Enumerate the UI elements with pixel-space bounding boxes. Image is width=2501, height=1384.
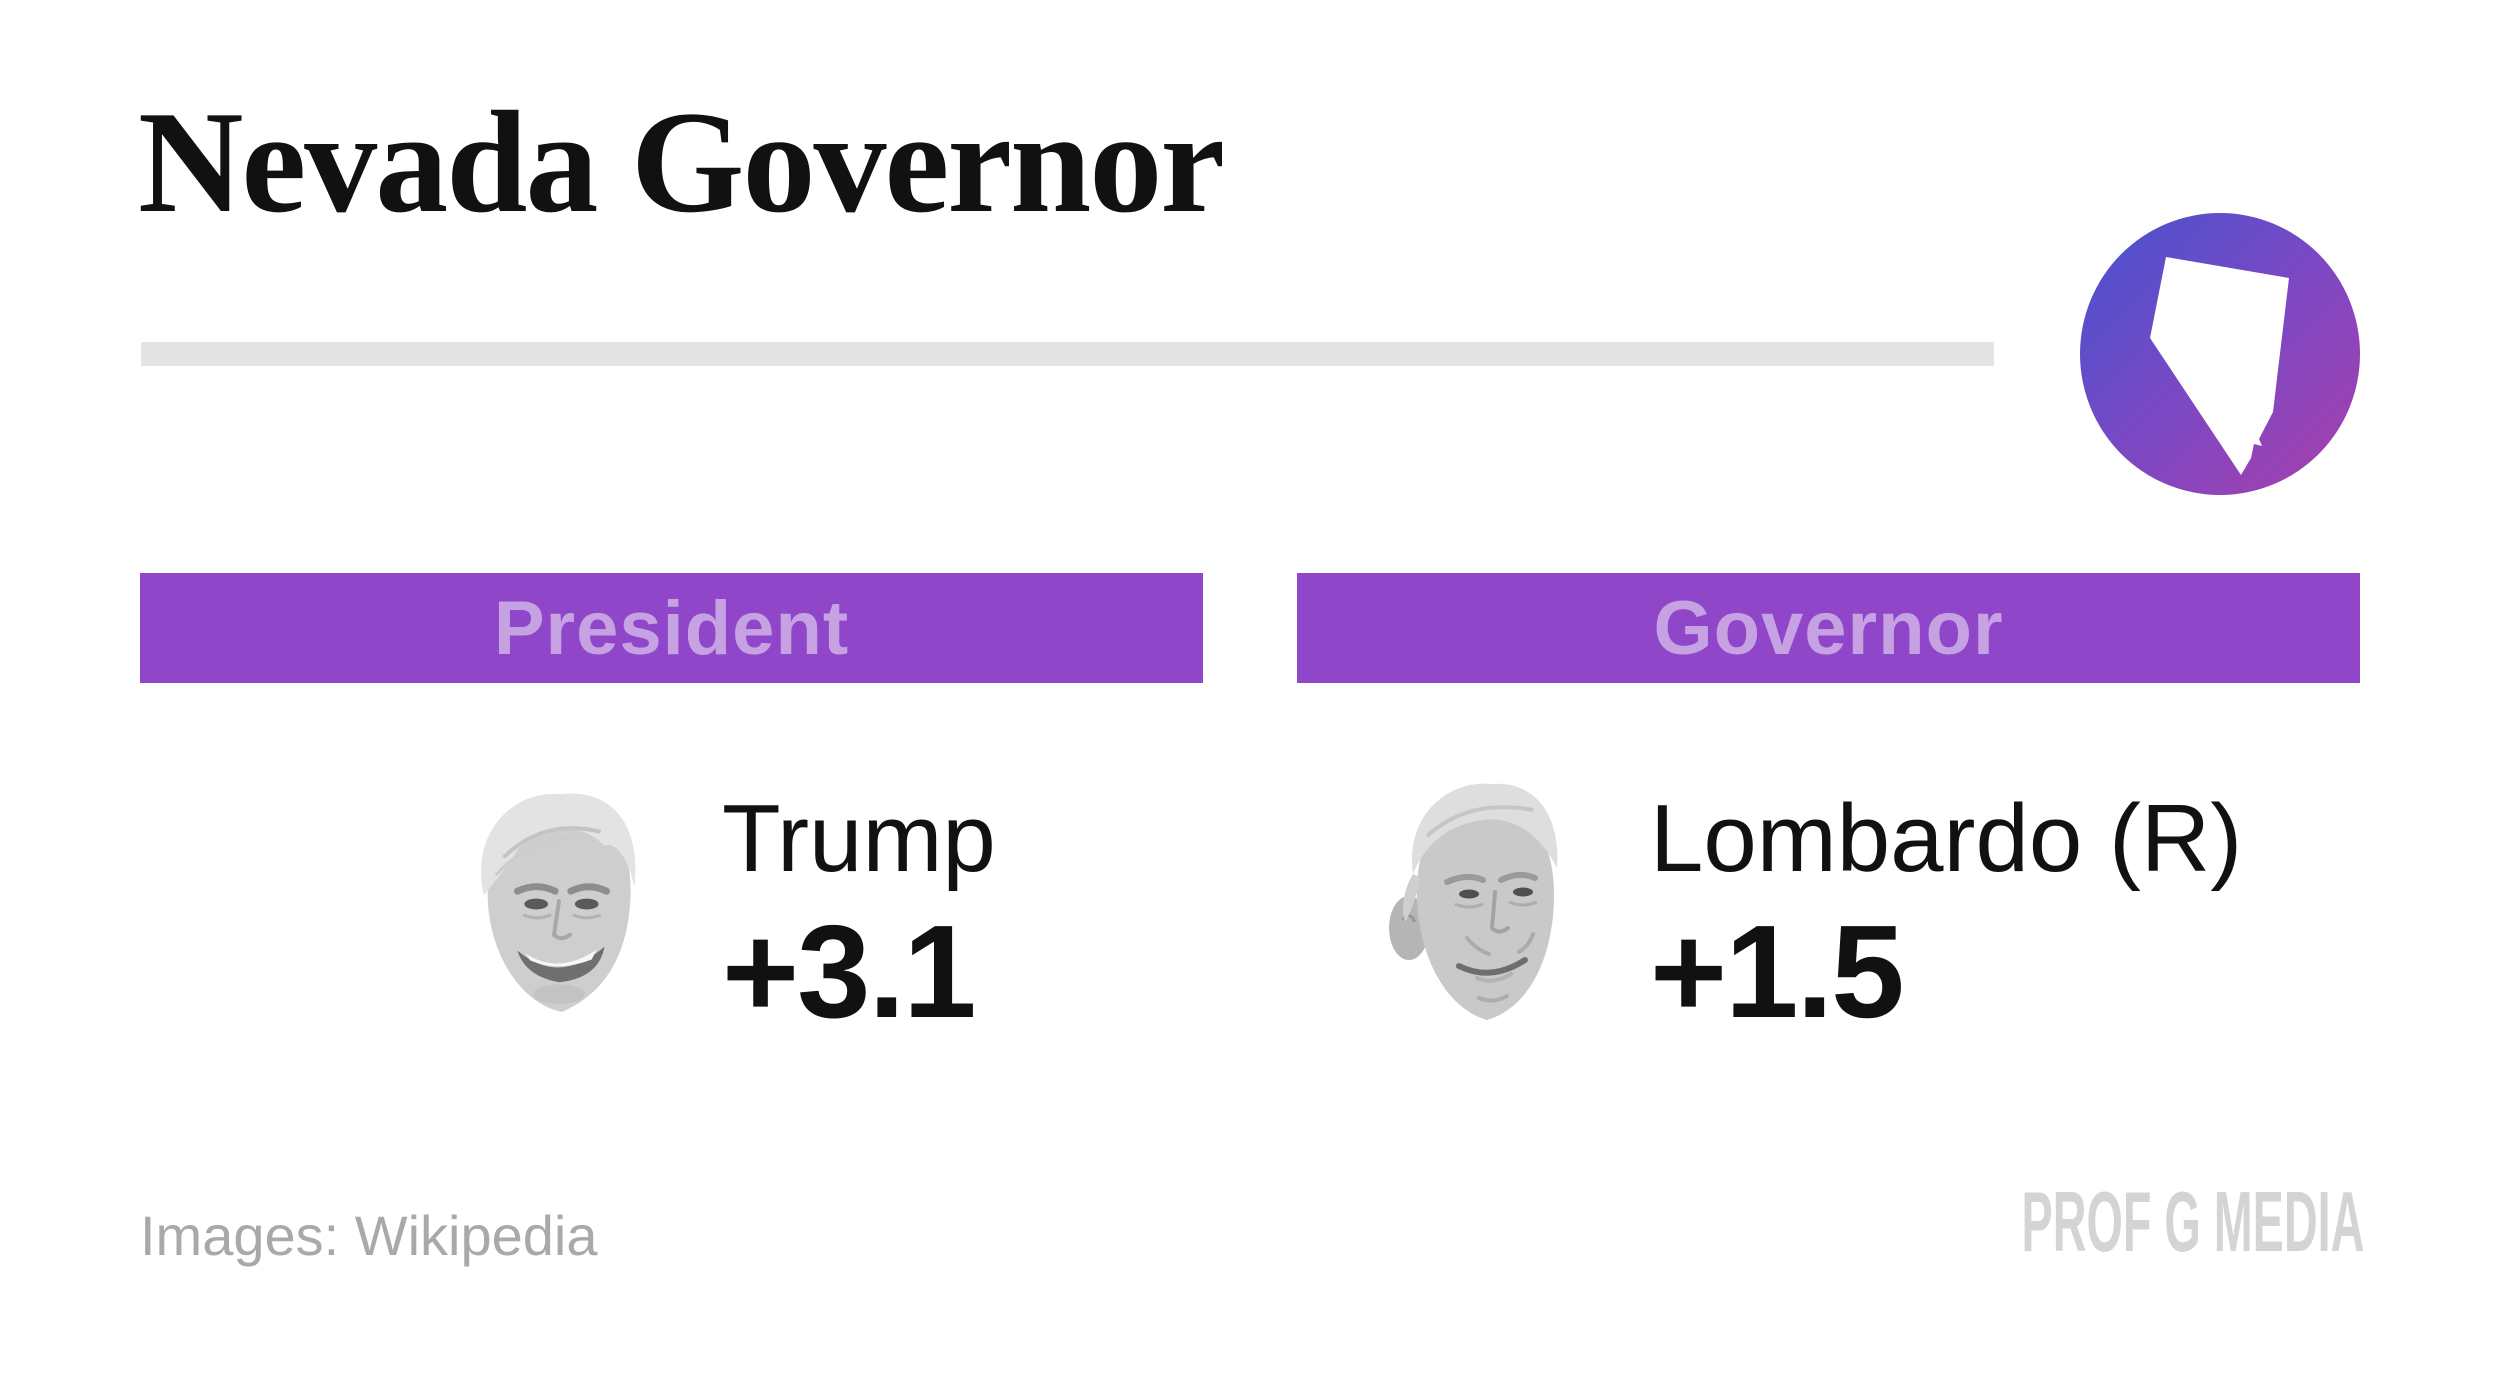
column-header-governor: Governor: [1297, 573, 2360, 683]
trump-photo: [460, 783, 658, 1031]
nevada-state-icon: [2080, 213, 2360, 495]
margin-value-governor: +1.5: [1650, 898, 1905, 1045]
margin-value-president: +3.1: [722, 898, 977, 1045]
divider-line: [141, 342, 1994, 366]
candidate-name-lombardo: Lombardo (R): [1650, 785, 2243, 892]
nevada-badge-svg: [2080, 213, 2360, 495]
brand-logo-text: PROF G MEDIA: [2021, 1175, 2364, 1270]
page-title: Nevada Governor: [138, 81, 1225, 243]
lombardo-photo: [1383, 770, 1583, 1040]
column-header-president: President: [140, 573, 1203, 683]
image-credit: Images: Wikipedia: [140, 1204, 598, 1267]
candidate-name-trump: Trump: [722, 785, 996, 892]
